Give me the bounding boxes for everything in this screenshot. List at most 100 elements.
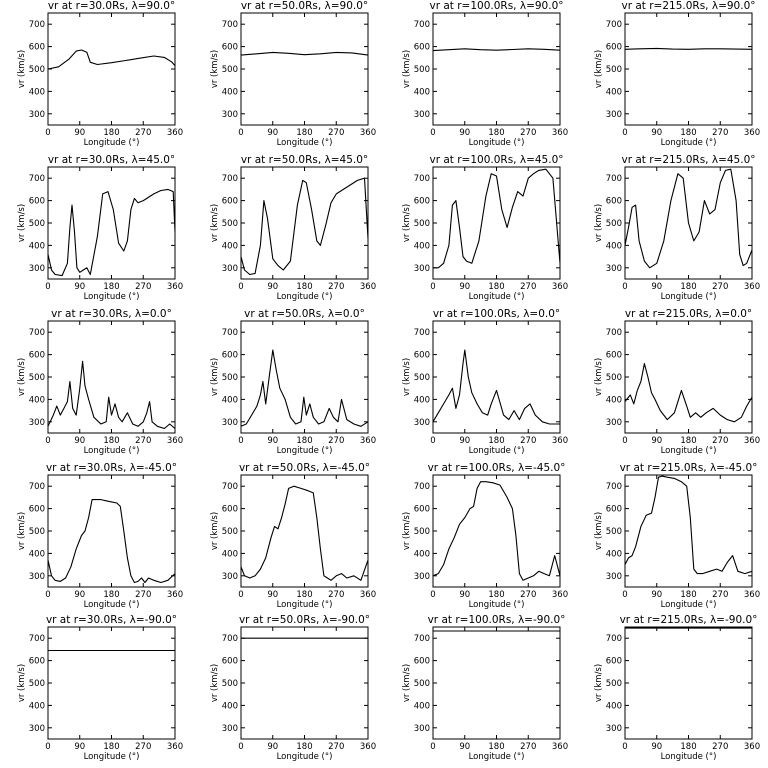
panel-title: vr at r=100.0Rs, λ=90.0° bbox=[429, 0, 563, 12]
x-tick-label: 360 bbox=[167, 742, 183, 752]
y-tick-label: 300 bbox=[222, 724, 238, 734]
panel-r4-c3: vr at r=215.0Rs, λ=-90.0° 0 90 180 270 360 300… bbox=[594, 614, 760, 762]
x-tick-label: 360 bbox=[167, 282, 183, 292]
panel-title: vr at r=30.0Rs, λ=90.0° bbox=[48, 0, 175, 12]
y-axis-label: vr (km/s) bbox=[210, 512, 220, 550]
y-tick-label: 600 bbox=[606, 505, 622, 515]
y-tick-label: 600 bbox=[414, 351, 430, 361]
x-axis-label: Longitude (°) bbox=[661, 138, 717, 148]
panel-r3-c2: vr at r=100.0Rs, λ=-45.0° 0 90 180 270 360 300… bbox=[402, 462, 568, 610]
x-tick-label: 180 bbox=[680, 436, 696, 446]
x-tick-label: 90 bbox=[651, 282, 662, 292]
x-axis-label: Longitude (°) bbox=[469, 292, 525, 302]
y-axis-label: vr (km/s) bbox=[210, 50, 220, 88]
x-tick-label: 360 bbox=[360, 590, 376, 600]
y-tick-label: 700 bbox=[222, 174, 238, 184]
x-tick-label: 270 bbox=[328, 282, 344, 292]
x-tick-label: 180 bbox=[296, 590, 312, 600]
x-tick-label: 270 bbox=[135, 282, 151, 292]
y-tick-label: 500 bbox=[29, 65, 45, 75]
plot-frame bbox=[47, 626, 176, 740]
x-tick-label: 360 bbox=[167, 436, 183, 446]
y-tick-label: 300 bbox=[222, 418, 238, 428]
x-tick-label: 180 bbox=[296, 128, 312, 138]
y-tick-label: 600 bbox=[606, 657, 622, 667]
x-tick-label: 0 bbox=[238, 282, 243, 292]
y-tick-label: 500 bbox=[29, 527, 45, 537]
y-tick-label: 600 bbox=[414, 657, 430, 667]
series-line bbox=[47, 188, 176, 277]
y-axis-label: vr (km/s) bbox=[594, 664, 604, 702]
x-tick-label: 0 bbox=[430, 282, 435, 292]
y-tick-label: 400 bbox=[414, 87, 430, 97]
panel-title: vr at r=30.0Rs, λ=0.0° bbox=[51, 308, 172, 320]
plot-frame bbox=[240, 166, 369, 280]
panel-r3-c1: vr at r=50.0Rs, λ=-45.0° 0 90 180 270 360 300 4… bbox=[210, 462, 376, 610]
x-tick-label: 180 bbox=[488, 742, 504, 752]
x-tick-label: 0 bbox=[238, 742, 243, 752]
y-tick-label: 400 bbox=[222, 87, 238, 97]
y-tick-label: 400 bbox=[606, 87, 622, 97]
y-tick-label: 300 bbox=[29, 110, 45, 120]
x-axis-label: Longitude (°) bbox=[277, 752, 333, 762]
y-tick-label: 600 bbox=[414, 505, 430, 515]
panel-r3-c3: vr at r=215.0Rs, λ=-45.0° 0 90 180 270 360 300… bbox=[594, 462, 760, 610]
panel-title: vr at r=215.0Rs, λ=-45.0° bbox=[620, 462, 758, 474]
y-tick-label: 400 bbox=[29, 241, 45, 251]
panel-r0-c3: vr at r=215.0Rs, λ=90.0° 0 90 180 270 360 300 4… bbox=[594, 0, 760, 148]
y-tick-label: 700 bbox=[606, 634, 622, 644]
x-tick-label: 180 bbox=[680, 590, 696, 600]
x-tick-label: 180 bbox=[488, 590, 504, 600]
y-tick-label: 600 bbox=[414, 43, 430, 53]
y-tick-label: 500 bbox=[414, 527, 430, 537]
panel-title: vr at r=50.0Rs, λ=-90.0° bbox=[239, 614, 370, 626]
plot-frame bbox=[624, 12, 753, 126]
x-tick-label: 0 bbox=[622, 128, 627, 138]
panel-r2-c2: vr at r=100.0Rs, λ=0.0° 0 90 180 270 360 300 40… bbox=[402, 308, 568, 456]
x-tick-label: 360 bbox=[552, 590, 568, 600]
x-tick-label: 90 bbox=[74, 436, 85, 446]
y-tick-label: 400 bbox=[29, 87, 45, 97]
x-tick-label: 360 bbox=[360, 742, 376, 752]
x-tick-label: 0 bbox=[622, 436, 627, 446]
y-tick-label: 500 bbox=[414, 65, 430, 75]
y-tick-label: 700 bbox=[29, 20, 45, 30]
y-tick-label: 300 bbox=[414, 724, 430, 734]
x-tick-label: 90 bbox=[74, 742, 85, 752]
y-tick-label: 500 bbox=[222, 527, 238, 537]
plot-frame bbox=[240, 626, 369, 740]
y-tick-label: 300 bbox=[29, 264, 45, 274]
x-tick-label: 270 bbox=[520, 590, 536, 600]
x-tick-label: 360 bbox=[552, 436, 568, 446]
x-tick-label: 270 bbox=[712, 590, 728, 600]
y-tick-label: 600 bbox=[222, 351, 238, 361]
plot-frame bbox=[432, 12, 561, 126]
x-tick-label: 270 bbox=[328, 742, 344, 752]
y-tick-label: 500 bbox=[414, 219, 430, 229]
panel-title: vr at r=100.0Rs, λ=0.0° bbox=[433, 308, 560, 320]
x-tick-label: 180 bbox=[488, 436, 504, 446]
y-axis-label: vr (km/s) bbox=[402, 204, 412, 242]
x-tick-label: 270 bbox=[328, 436, 344, 446]
y-tick-label: 500 bbox=[606, 219, 622, 229]
panel-title: vr at r=100.0Rs, λ=-90.0° bbox=[428, 614, 566, 626]
panel-title: vr at r=50.0Rs, λ=0.0° bbox=[244, 308, 365, 320]
y-tick-label: 300 bbox=[606, 264, 622, 274]
y-tick-label: 700 bbox=[222, 482, 238, 492]
y-tick-label: 600 bbox=[222, 43, 238, 53]
y-tick-label: 700 bbox=[606, 20, 622, 30]
y-tick-label: 700 bbox=[222, 328, 238, 338]
x-tick-label: 180 bbox=[103, 590, 119, 600]
x-tick-label: 0 bbox=[45, 590, 50, 600]
x-axis-label: Longitude (°) bbox=[661, 292, 717, 302]
y-axis-label: vr (km/s) bbox=[594, 50, 604, 88]
y-tick-label: 300 bbox=[29, 724, 45, 734]
x-axis-label: Longitude (°) bbox=[84, 600, 140, 610]
x-axis-label: Longitude (°) bbox=[277, 138, 333, 148]
x-axis-label: Longitude (°) bbox=[84, 292, 140, 302]
panel-r4-c2: vr at r=100.0Rs, λ=-90.0° 0 90 180 270 360 300… bbox=[402, 614, 568, 762]
x-tick-label: 180 bbox=[680, 282, 696, 292]
series-line bbox=[433, 168, 561, 269]
x-tick-label: 360 bbox=[552, 742, 568, 752]
y-axis-label: vr (km/s) bbox=[594, 204, 604, 242]
